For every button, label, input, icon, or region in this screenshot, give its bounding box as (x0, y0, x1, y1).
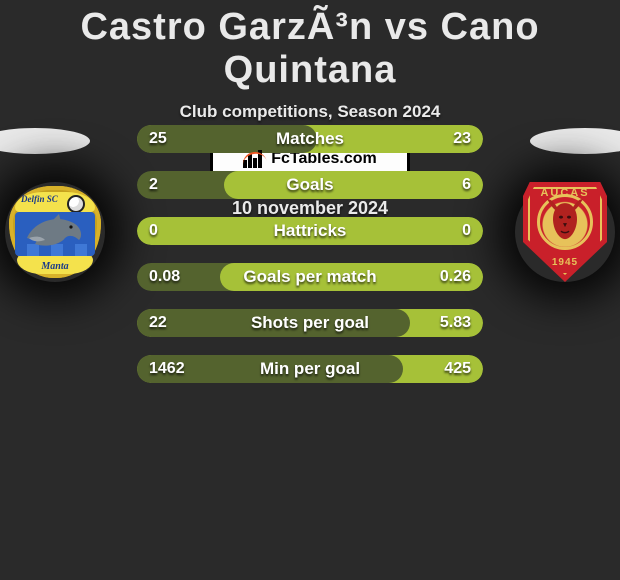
left-team-badge: Delfin SC Manta (5, 182, 105, 282)
stat-value-left: 22 (137, 309, 179, 337)
stat-value-right: 425 (432, 355, 483, 383)
left-player-column: Delfin SC Manta (0, 128, 120, 282)
stat-row: Shots per goal225.83 (137, 309, 483, 337)
delfin-bottom-text: Manta (9, 261, 101, 272)
page-title: Castro GarzÃ³n vs Cano Quintana (0, 0, 620, 92)
stat-value-left: 1462 (137, 355, 197, 383)
stats-panel: Matches2523Goals26Hattricks00Goals per m… (137, 125, 483, 401)
stat-row: Matches25 23 (137, 125, 483, 153)
stat-row: Hattricks0 0 (137, 217, 483, 245)
stat-value-left: 0 (137, 217, 170, 245)
stat-value-right: 6 (450, 171, 483, 199)
dolphin-icon (25, 214, 85, 250)
stat-row: Min per goal1462425 (137, 355, 483, 383)
stat-row: Goals2 6 (137, 171, 483, 199)
stat-label: Hattricks (137, 217, 483, 245)
stat-value-right: 5.83 (428, 309, 483, 337)
aucas-face-icon (545, 199, 585, 243)
delfin-badge: Delfin SC Manta (9, 186, 101, 278)
stat-value-left: 0.08 (137, 263, 192, 291)
aucas-badge: AUCAS 1945 (523, 182, 607, 282)
subtitle: Club competitions, Season 2024 (0, 102, 620, 122)
stat-value-left: 25 (137, 125, 179, 153)
stat-value-right: 0 (450, 217, 483, 245)
delfin-top-text: Delfin SC (21, 194, 58, 204)
stat-value-right: 0.26 (428, 263, 483, 291)
right-player-column: AUCAS 1945 (500, 128, 620, 282)
stat-label: Goals (137, 171, 483, 199)
aucas-year: 1945 (523, 257, 607, 268)
stat-value-left: 2 (137, 171, 170, 199)
fctables-icon (243, 150, 265, 168)
stat-value-right: 23 (441, 125, 483, 153)
stat-label: Matches (137, 125, 483, 153)
right-ellipse (530, 128, 620, 154)
left-ellipse (0, 128, 90, 154)
stat-row: Goals per match0.080.26 (137, 263, 483, 291)
right-team-badge: AUCAS 1945 (515, 182, 615, 282)
